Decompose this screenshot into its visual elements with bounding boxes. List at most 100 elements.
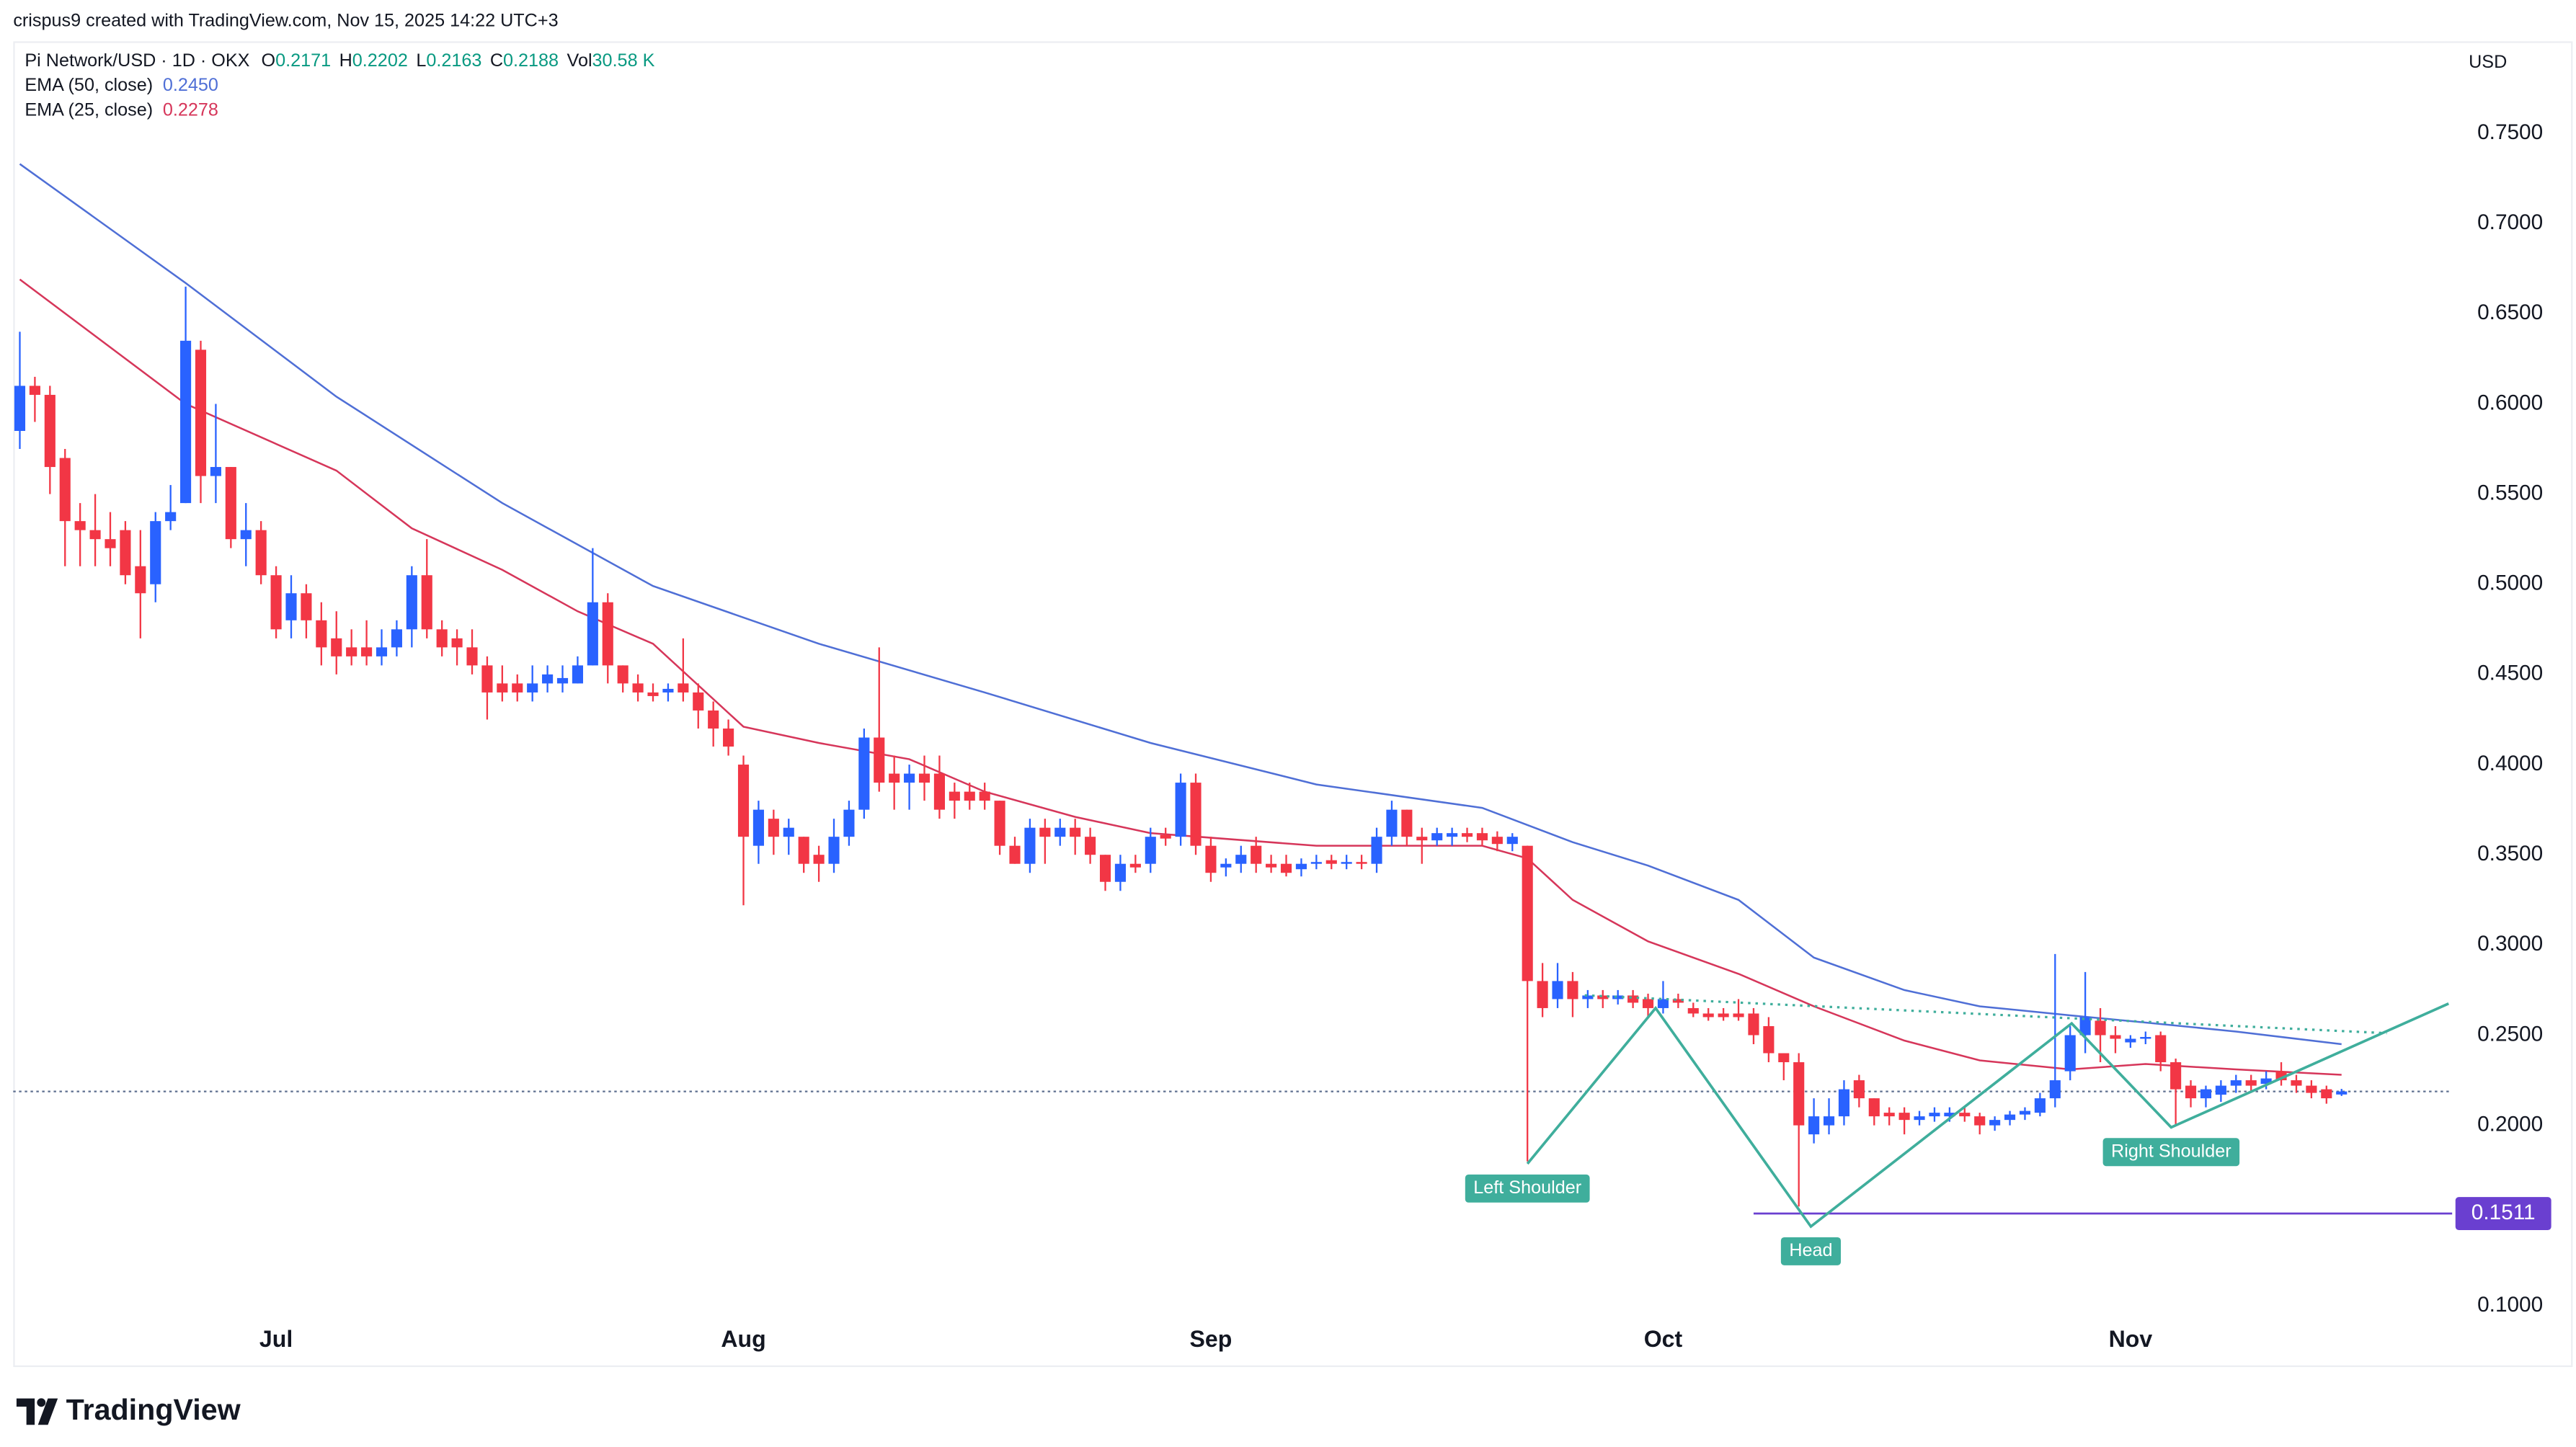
candle-body [1914,1116,1925,1121]
candle-body [1959,1113,1971,1117]
candle-body [2155,1035,2167,1063]
candle-body [1702,1013,1714,1018]
candle-body [874,737,885,783]
candle-body [512,683,523,693]
x-tick-label: Jul [259,1326,293,1352]
candle-body [1280,863,1292,873]
candle-body [14,386,26,431]
candle-body [723,728,734,747]
candle-body [752,809,764,846]
candle-body [662,688,674,693]
y-tick-label: 0.4500 [2477,662,2543,685]
y-tick-label: 0.7500 [2477,120,2543,144]
candle-body [1295,863,1307,870]
candle-body [556,677,569,684]
candle-body [1054,827,1066,837]
candle-body [1251,845,1262,864]
ohlc-label: L [416,50,426,70]
candle-body [1371,837,1382,864]
candle-body [1944,1113,1955,1117]
candle-body [979,791,990,801]
candle-body [647,692,659,696]
candle-body [1748,1013,1759,1036]
candle-body [572,665,583,684]
candle-body [1929,1113,1940,1117]
candle-body [1175,783,1186,837]
y-tick-label: 0.2500 [2477,1022,2543,1046]
candle-body [255,530,267,576]
candle-body [1266,863,1277,868]
ohlc-value: 0.2202 [352,50,408,70]
candle-body [602,602,613,666]
candle-body [632,683,644,693]
candle-body [105,539,116,548]
candle-body [768,819,779,837]
candle-body [542,674,554,684]
x-tick-label: Sep [1190,1326,1233,1352]
candle-body [225,467,236,540]
candle-body [59,458,71,522]
candle-body [1974,1116,1986,1126]
candle-body [1114,863,1126,882]
logo-dot [37,1398,46,1407]
ema-line [19,278,2342,1076]
ohlc-value: 0.2188 [503,50,559,70]
candle-body [2034,1098,2046,1113]
candle-body [346,647,357,656]
symbol-legend: Pi Network/USD · 1D · OKX O0.2171 H0.2202 L… [25,50,654,70]
candle-body [2019,1110,2031,1115]
candle-body [1145,837,1156,864]
candle-body [1627,995,1639,1003]
watermark-caption: crispus9 created with TradingView.com, N… [13,11,558,31]
candle-body [1883,1113,1895,1117]
candle-body [1190,783,1202,846]
candle-body [1205,845,1217,873]
candle-body [527,683,538,693]
candle-body [904,773,915,783]
symbol-name: Pi Network/USD · 1D · OKX [25,50,249,70]
candle-body [1386,809,1398,837]
candle-body [1612,995,1624,999]
indicator-name: EMA (50, close) [25,75,153,95]
candle-body [1672,999,1684,1003]
candle-body [2336,1091,2348,1095]
candle-body [29,386,40,395]
candle-body [1220,863,1232,868]
candle-body [783,827,794,837]
candle-body [240,530,252,540]
candle-body [1567,981,1578,999]
candle-body [1491,837,1503,845]
candle-body [2185,1085,2197,1099]
y-tick-label: 0.5500 [2477,481,2543,504]
candle-body [2125,1038,2136,1043]
candle-body [1763,1025,1775,1054]
candle-body [2230,1080,2242,1086]
y-tick-label: 0.4000 [2477,752,2543,775]
indicator-name: EMA (25, close) [25,99,153,120]
candle-body [1310,862,1322,864]
candle-body [858,737,870,810]
candle-body [1235,855,1247,864]
candle-body [2245,1080,2257,1086]
candle-body [1039,827,1051,837]
y-axis-label: USD [2469,52,2507,72]
candle-body [1642,999,1654,1008]
candle-body [1868,1098,1880,1117]
y-tick-label: 0.1000 [2477,1293,2543,1317]
candle-body [2140,1036,2151,1039]
logo-shape [16,1398,35,1425]
candle-body [737,765,750,837]
candle-body [1657,999,1669,1008]
candle-body [994,801,1005,846]
price-tag-label: 0.1511 [2471,1201,2536,1224]
candle-body [933,773,945,810]
candle-body [2004,1114,2016,1121]
candle-body [1070,827,1081,837]
candle-body [2306,1085,2317,1093]
candle-body [1687,1007,1699,1014]
indicator-legend: EMA (25, close) 0.2278 [25,99,218,120]
candle-body [1356,862,1367,864]
ohlc-label: C [490,50,503,70]
candle-body [2215,1085,2226,1095]
